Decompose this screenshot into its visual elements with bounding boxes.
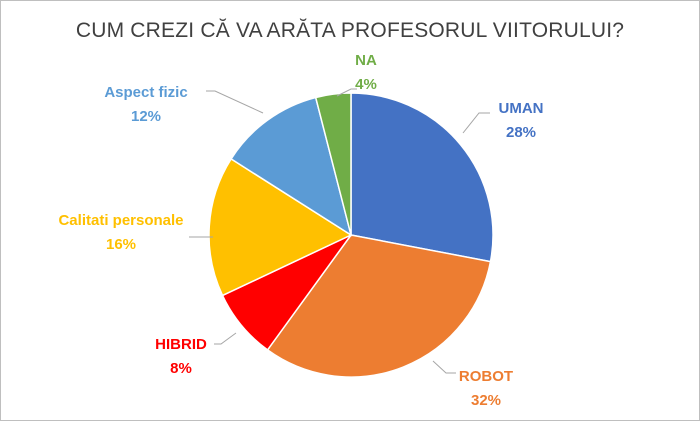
pie-slice-robot bbox=[266, 234, 492, 378]
data-label: HIBRID 8% bbox=[155, 333, 207, 381]
data-label: Calitati personale 16% bbox=[58, 209, 183, 257]
pie-slice-aspect-fizic bbox=[230, 96, 353, 237]
data-label: ROBOT 32% bbox=[459, 365, 513, 413]
data-label-value: 4% bbox=[355, 76, 377, 93]
data-label: Aspect fizic 12% bbox=[104, 81, 187, 129]
leader-line bbox=[462, 112, 490, 134]
pie-slice-uman bbox=[350, 92, 494, 263]
data-label-name: UMAN bbox=[498, 100, 544, 117]
data-label-name: HIBRID bbox=[155, 336, 207, 353]
data-label-value: 28% bbox=[505, 124, 537, 141]
data-label-name: Aspect fizic bbox=[104, 84, 188, 101]
data-label: UMAN 28% bbox=[499, 97, 544, 145]
data-label-name: Calitati personale bbox=[58, 212, 184, 229]
data-label: NA 4% bbox=[355, 49, 377, 97]
data-label-value: 8% bbox=[170, 360, 192, 377]
chart-title: CUM CREZI CĂ VA ARĂTA PROFESORUL VIITORU… bbox=[75, 19, 625, 42]
pie-slice-calitati-personale bbox=[208, 157, 353, 297]
leader-line bbox=[206, 90, 264, 114]
pie-slice-na bbox=[314, 92, 352, 236]
data-label-value: 32% bbox=[470, 392, 502, 409]
data-label-name: NA bbox=[355, 52, 377, 69]
data-label-name: ROBOT bbox=[458, 368, 514, 385]
data-label-value: 12% bbox=[130, 108, 162, 125]
data-label-value: 16% bbox=[105, 236, 137, 253]
leader-line bbox=[214, 332, 237, 345]
leader-line bbox=[432, 360, 456, 374]
leader-line bbox=[336, 88, 357, 97]
